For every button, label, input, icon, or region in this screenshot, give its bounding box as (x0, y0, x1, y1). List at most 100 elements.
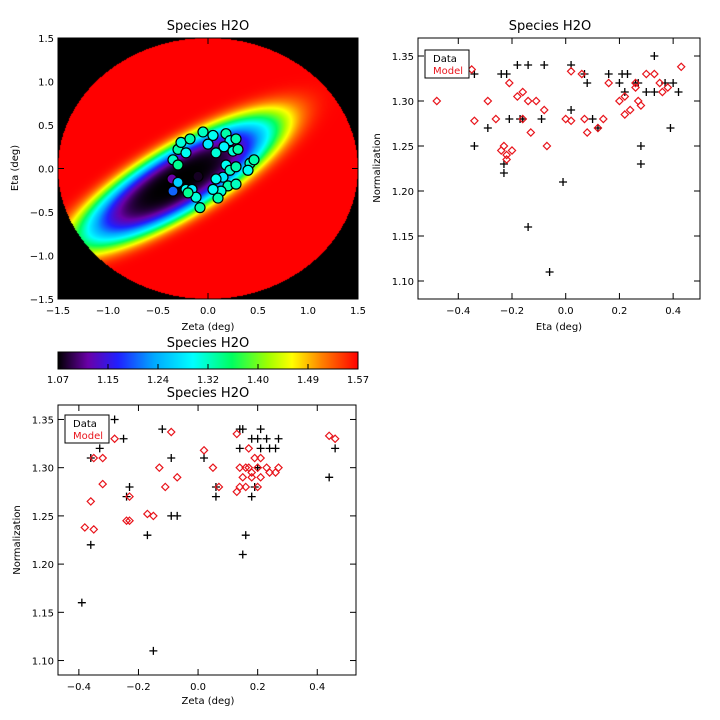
eta-model-point (620, 110, 630, 119)
map-point (230, 133, 242, 145)
eta-model-point (580, 114, 589, 124)
zeta-model-point (172, 472, 182, 482)
eta-model-point (499, 141, 509, 151)
eta-data-point (588, 115, 597, 123)
zeta-y-tick-label: 1.30 (32, 464, 54, 475)
eta-model-point (577, 69, 587, 79)
eta-data-point (580, 70, 589, 78)
eta-model-point (631, 78, 640, 88)
eta-model-point (582, 128, 592, 137)
eta-model-point (625, 105, 635, 115)
map-point (172, 176, 184, 189)
map-title: Species H2O (167, 19, 249, 34)
zeta-model-point (330, 434, 340, 444)
eta-model-point (663, 83, 673, 92)
eta-data-point (661, 79, 670, 87)
zeta-legend: Data Model (64, 414, 110, 444)
zeta-model-point (98, 453, 108, 463)
zeta-data-point (211, 492, 220, 501)
zeta-data-point (167, 454, 176, 463)
zeta-y-tick-label: 1.15 (32, 608, 54, 619)
zeta-data-point (110, 415, 119, 424)
eta-x-ticks: −0.4 −0.2 0.0 0.2 0.4 (446, 38, 681, 317)
map-point (192, 170, 204, 182)
eta-model-point (598, 114, 608, 124)
zeta-y-tick-label: 1.10 (32, 657, 54, 668)
zeta-model-point (142, 509, 152, 519)
eta-title: Species H2O (509, 19, 591, 34)
colorbar-label: 1.07 (47, 375, 69, 386)
zeta-model-point (253, 482, 263, 492)
eta-model-point (657, 87, 667, 97)
zeta-model-point (244, 443, 254, 453)
map-points (166, 126, 260, 214)
zeta-x-tick-label: −0.4 (67, 682, 91, 693)
zeta-model-point (265, 468, 275, 477)
map-y-ticks: −1.5 −1.0 −0.5 0.0 0.5 1.0 1.5 (30, 34, 358, 306)
zeta-data-point (158, 425, 167, 434)
map-point (230, 178, 242, 190)
eta-data-point (615, 79, 624, 87)
map-point (202, 138, 214, 150)
map-x-tick-label: −1.0 (96, 306, 120, 317)
eta-model-point (566, 116, 576, 126)
zeta-data-point (262, 434, 271, 443)
eta-data-point (505, 115, 514, 123)
eta-model-point (469, 116, 479, 126)
eta-data-point (518, 115, 527, 123)
map-point (248, 154, 260, 166)
eta-y-tick-label: 1.10 (392, 277, 414, 288)
zeta-model-point (122, 516, 131, 526)
zeta-model-point (154, 463, 164, 473)
zeta-model-point (238, 472, 248, 482)
zeta-x-tick-label: 0.0 (190, 682, 206, 693)
eta-y-label: Normalization (372, 133, 383, 203)
eta-model-point (542, 141, 552, 151)
eta-data-point (666, 124, 675, 132)
zeta-y-ticks: 1.10 1.15 1.20 1.25 1.30 1.35 (32, 415, 356, 668)
eta-model-point (631, 83, 640, 92)
eta-data-point (470, 142, 479, 150)
zeta-data-point (325, 473, 334, 482)
eta-legend-data: Data (433, 54, 457, 65)
zeta-model-point (214, 482, 224, 492)
map-x-tick-label: 1.5 (350, 306, 366, 317)
eta-panel: Species H2O −0.4 −0.2 0.0 0.2 0.4 1.101.151.… (372, 19, 701, 333)
zeta-model-point (199, 445, 209, 455)
eta-y-ticks: 1.10 1.15 1.20 1.25 1.30 1.35 (392, 52, 700, 288)
zeta-x-ticks: −0.4 −0.2 0.0 0.2 0.4 (67, 405, 325, 693)
eta-data-point (559, 178, 568, 186)
zeta-legend-box (64, 414, 110, 444)
zeta-data-point (149, 646, 158, 655)
eta-x-tick-label: 0.2 (611, 306, 627, 317)
zeta-model-point (98, 479, 108, 489)
zeta-frame (57, 404, 357, 676)
eta-data-point (620, 88, 629, 96)
zeta-model-point (80, 523, 90, 532)
eta-model-point (531, 96, 541, 106)
map-x-tick-label: −1.5 (46, 306, 70, 317)
colorbar-label: 1.24 (147, 375, 169, 386)
eta-model-point (649, 69, 659, 79)
zeta-model-point (148, 511, 158, 521)
map-point (207, 129, 219, 142)
zeta-y-label: Normalization (12, 505, 23, 575)
map-x-ticks: −1.5 −1.0 −0.5 0.0 0.5 1.0 1.5 (46, 38, 366, 317)
zeta-data-point (256, 425, 265, 434)
eta-model-point (432, 96, 442, 106)
eta-model-point (483, 96, 493, 106)
eta-data-point (669, 79, 678, 87)
zeta-x-tick-label: 0.2 (250, 682, 266, 693)
zeta-data-point (271, 444, 280, 453)
zeta-panel: Species H2O −0.4 −0.2 0.0 0.2 0.4 1.101.151.… (12, 386, 357, 707)
eta-model-point (614, 96, 624, 106)
eta-model-point (593, 123, 603, 133)
map-x-tick-label: −0.5 (146, 306, 170, 317)
eta-model-point (518, 87, 528, 97)
zeta-model-point (125, 492, 134, 502)
eta-frame (417, 37, 701, 300)
zeta-data-point (125, 482, 134, 491)
zeta-x-label: Zeta (deg) (182, 696, 235, 707)
eta-model-point (496, 146, 506, 155)
map-point (184, 133, 196, 145)
